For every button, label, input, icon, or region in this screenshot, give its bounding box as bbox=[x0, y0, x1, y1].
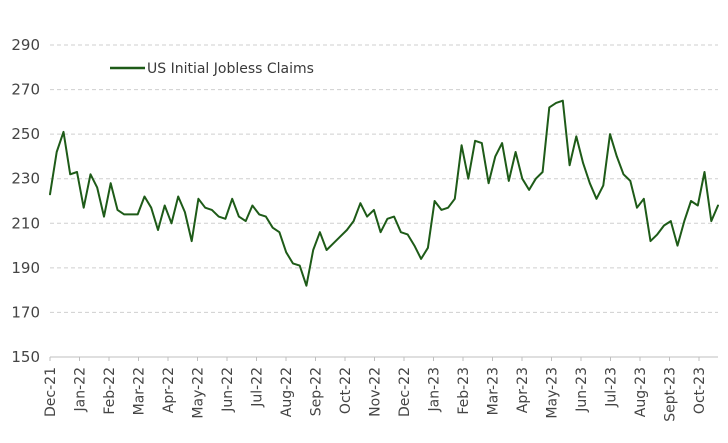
x-tick-label: Sept-23 bbox=[663, 367, 679, 422]
x-tick-label: Jan-22 bbox=[73, 367, 89, 412]
legend-label: US Initial Jobless Claims bbox=[147, 61, 314, 77]
y-axis-ticks: 150 170 190 210 230 250 270 290 bbox=[11, 36, 40, 366]
x-tick-label: Jul-22 bbox=[250, 367, 266, 408]
y-tick-label: 290 bbox=[11, 36, 40, 54]
x-tick-label: Dec-22 bbox=[397, 367, 413, 417]
x-tick-label: Aug-23 bbox=[633, 367, 649, 417]
x-tick-label: Mar-23 bbox=[486, 367, 502, 415]
y-tick-label: 270 bbox=[11, 81, 40, 99]
x-tick-label: Mar-22 bbox=[132, 367, 148, 415]
x-tick-label: Nov-22 bbox=[368, 367, 384, 417]
gridlines bbox=[50, 44, 718, 313]
x-tick-label: Oct-22 bbox=[338, 367, 354, 414]
y-tick-label: 170 bbox=[11, 303, 40, 321]
y-tick-label: 210 bbox=[11, 214, 40, 232]
y-tick-label: 150 bbox=[11, 348, 40, 366]
x-tick-label: Feb-23 bbox=[456, 367, 472, 415]
y-tick-label: 250 bbox=[11, 125, 40, 143]
x-tick-label: Jan-23 bbox=[427, 367, 443, 412]
x-tick-label: May-22 bbox=[191, 367, 207, 419]
x-tick-label: Feb-22 bbox=[102, 367, 118, 415]
x-tick-label: Jun-22 bbox=[220, 367, 236, 413]
x-tick-label: Apr-22 bbox=[161, 367, 177, 413]
x-tick-label: Dec-21 bbox=[43, 367, 59, 417]
x-tick-label: Aug-22 bbox=[279, 367, 295, 417]
x-tick-label: Oct-23 bbox=[692, 367, 708, 414]
x-axis-ticks: Dec-21 Jan-22 Feb-22 Mar-22 Apr-22 May-22 Jun-… bbox=[43, 357, 708, 422]
x-tick-label: Jun-23 bbox=[574, 367, 590, 413]
x-tick-label: Jul-23 bbox=[604, 367, 620, 408]
y-tick-label: 230 bbox=[11, 170, 40, 188]
series-line bbox=[49, 99, 719, 287]
x-tick-label: Apr-23 bbox=[515, 367, 531, 413]
legend: US Initial Jobless Claims bbox=[110, 61, 314, 77]
y-tick-label: 190 bbox=[11, 259, 40, 277]
series-layer bbox=[49, 99, 719, 287]
x-tick-label: May-23 bbox=[545, 367, 561, 419]
x-tick-label: Sep-22 bbox=[309, 367, 325, 416]
